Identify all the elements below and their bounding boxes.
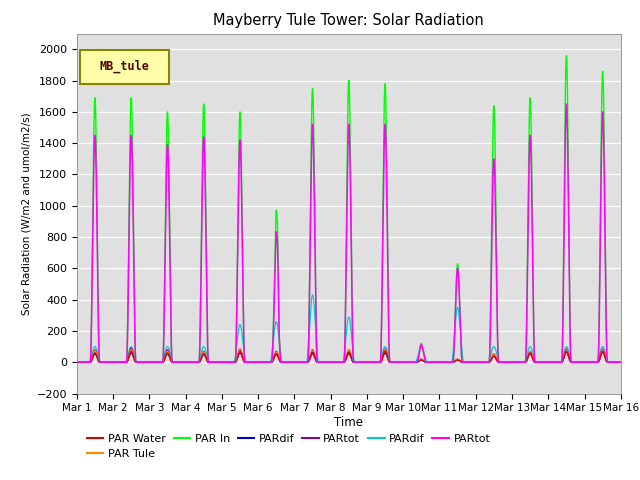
Title: Mayberry Tule Tower: Solar Radiation: Mayberry Tule Tower: Solar Radiation	[213, 13, 484, 28]
X-axis label: Time: Time	[334, 416, 364, 429]
Y-axis label: Solar Radiation (W/m2 and umol/m2/s): Solar Radiation (W/m2 and umol/m2/s)	[21, 112, 31, 315]
Text: MB_tule: MB_tule	[100, 60, 150, 73]
FancyBboxPatch shape	[79, 50, 169, 84]
Legend: PAR Water, PAR Tule, PAR In, PARdif, PARtot, PARdif, PARtot: PAR Water, PAR Tule, PAR In, PARdif, PAR…	[83, 429, 495, 464]
